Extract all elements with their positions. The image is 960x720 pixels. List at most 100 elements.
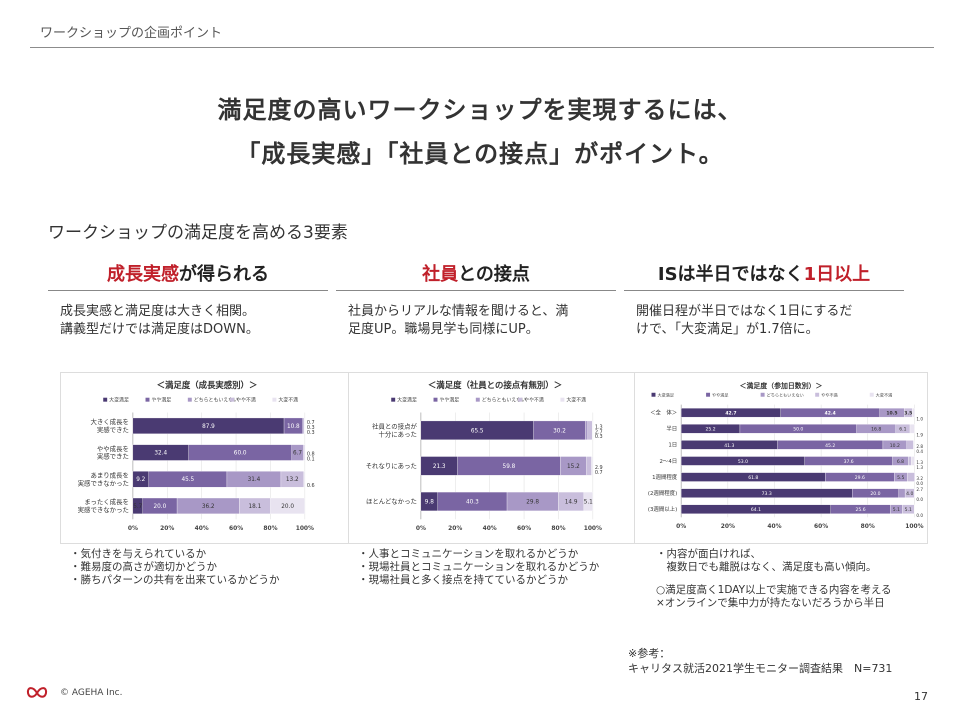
data-label-outside: 0.3 [307,430,315,436]
legend-entry: やや不満 [524,397,544,404]
data-label: 5.7 [133,504,142,510]
bar-segment [303,471,305,488]
data-label: 32.4 [154,451,167,457]
category-label: ほとんどなかった [366,498,417,506]
data-label: 6.1 [899,427,906,433]
x-tick-label: 0% [676,523,686,530]
category-label: 1日 [668,442,677,449]
description-line: 講義型だけでは満足度はDOWN。 [60,322,259,337]
x-tick-label: 60% [517,525,531,532]
data-label-outside: 2.7 [916,487,923,492]
data-label: 65.5 [471,428,484,434]
bar-segment [586,456,592,476]
bar-segment [907,472,915,482]
data-label: 16.8 [871,427,881,433]
category-label: 大きく成長を [90,417,128,426]
data-label: 73.3 [762,491,772,497]
x-tick-label: 40% [767,523,781,530]
bar-segment [906,440,914,450]
data-label: 5.1 [893,507,900,513]
note-line: ・人事とコミュニケーションを取れるかどうか [358,548,579,560]
bar-segment [587,420,593,440]
header-divider [30,47,934,48]
data-label: 20.0 [281,504,294,510]
category-label: まったく成長を [84,497,129,506]
legend-entry: どちらともいえない [194,397,238,404]
data-label: 5.1 [584,499,593,505]
column-duration: ISは半日ではなく1日以上 開催日程が半日ではなく1日にするだ けで、「大変満足… [624,260,904,339]
bar-segment [913,440,915,450]
data-label-outside: 0.1 [307,456,315,462]
data-label-outside: 0.8 [307,452,315,458]
data-label: 25.2 [706,427,716,433]
data-label: 40.3 [466,499,479,505]
data-label-outside: 1.3 [916,460,923,465]
bar-segment [909,424,915,434]
data-label: 5.5 [897,475,904,481]
legend-swatch [815,392,820,397]
column-description: 成長実感と満足度は大きく相関。 講義型だけでは満足度はDOWN。 [48,303,328,339]
data-label-outside: 3.2 [916,476,923,481]
note-line: ・難易度の高さが適切かどうか [70,561,217,573]
data-label-outside: 0.3 [307,425,315,431]
legend-swatch [869,392,874,397]
data-label-outside: 1.3 [916,465,923,470]
x-tick-label: 20% [160,525,174,532]
bar-segment [304,417,305,434]
note-line: ・内容が面白ければ、 [656,548,761,560]
data-label-outside: 1.9 [916,433,923,438]
legend-swatch [518,397,523,402]
headline-line-2: 「成長実感」「社員との接点」がポイント。 [236,140,724,168]
chart-contact-satisfaction: ＜満足度（社員との接点有無別）＞ 大変満足 やや満足 どちらともいえない やや不満 大変不… [348,372,642,544]
data-label: 10.8 [287,424,300,430]
legend-entry: 大変不満 [278,397,298,404]
column-employee-contact: 社員との接点 社員からリアルな情報を聞けると、満 足度UP。職場見学も同様にUP… [336,260,616,339]
x-tick-label: 60% [229,525,243,532]
legend-entry: やや満足 [151,397,171,404]
note-line: ・現場社員とコミュニケーションを取れるかどうか [358,561,600,573]
data-label: 9.8 [425,499,434,505]
data-label: 10.5 [886,411,897,417]
notes-duration: ・内容が面白ければ、 複数日でも離脱はなく、満足度も高い傾向。 ○満足度高く1D… [656,548,892,610]
description-line: けで、「大変満足」が1.7倍に。 [636,322,819,337]
legend-swatch [760,392,765,397]
legend-entry: やや不満 [821,392,838,398]
column-title: 社員との接点 [336,260,616,290]
category-label: やや成長を [97,444,129,453]
data-label: 6.8 [897,459,904,465]
data-label: 60.0 [234,451,247,457]
notes-contact: ・人事とコミュニケーションを取れるかどうか ・現場社員とコミュニケーションを取れ… [358,548,599,587]
data-label-outside: 2.9 [595,465,603,471]
x-tick-label: 80% [861,523,875,530]
x-tick-label: 60% [814,523,828,530]
legend-swatch [560,397,565,402]
category-label: 社員との接点が [372,422,417,431]
data-label: 6.7 [293,451,302,457]
x-tick-label: 20% [448,525,462,532]
column-growth: 成長実感が得られる 成長実感と満足度は大きく相関。 講義型だけでは満足度はDOW… [48,260,328,339]
reference: ※参考： キャリタス就活2021学生モニター調査結果 N=731 [628,646,892,676]
column-description: 社員からリアルな情報を聞けると、満 足度UP。職場見学も同様にUP。 [336,303,616,339]
note-line [656,574,892,584]
chart-title: ＜満足度（社員との接点有無別）＞ [428,380,562,390]
category-label: (3週間以上) [648,505,677,513]
data-label-outside: 2.7 [595,429,603,435]
page-number: 17 [914,690,928,703]
legend-swatch [433,397,438,402]
data-label-outside: 0.0 [916,497,923,502]
bar-segment [270,497,305,514]
note-line: ・勝ちパターンの共有を出来ているかどうか [70,574,280,586]
category-label: 実感できた [97,452,129,461]
x-tick-label: 100% [584,525,602,532]
data-label: 41.3 [724,443,734,449]
column-divider [48,290,328,291]
x-tick-label: 100% [905,523,923,530]
data-label: 14.9 [565,499,578,505]
bar-segment [583,491,593,512]
column-title-highlight: 成長実感 [107,264,179,285]
category-label: 半日 [666,425,677,433]
category-label: 実感できなかった [78,478,129,487]
data-label: 42.7 [725,411,736,417]
column-divider [624,290,904,291]
